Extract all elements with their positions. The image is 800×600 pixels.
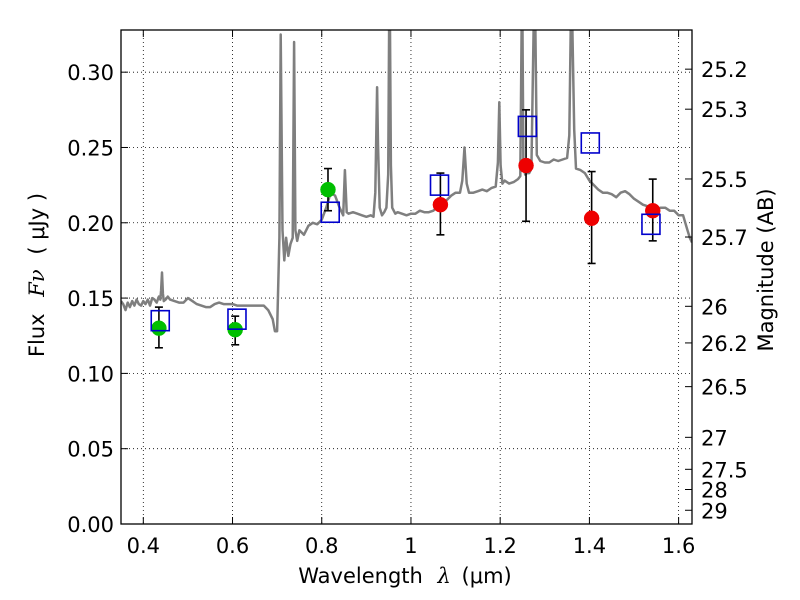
x-tick-label: 0.8 — [305, 534, 338, 558]
observed-point-red — [644, 202, 661, 219]
mag-tick-label: 27.5 — [701, 458, 748, 482]
plot-frame — [120, 29, 693, 525]
mag-tick-label: 25.5 — [701, 168, 748, 192]
x-tick-label: 1.2 — [483, 534, 516, 558]
tick-marks — [121, 30, 692, 525]
x-axis-title: Wavelength λ (μm) — [298, 564, 511, 588]
y-tick-label: 0.10 — [67, 362, 114, 386]
tick-labels: 0.4 0.6 0.8 1 1.2 1.4 1.6 0.00 0.05 0.10 0.15 0.20 0… — [67, 58, 748, 558]
x-axis-symbol: λ — [437, 564, 451, 588]
model-photometry-square — [227, 308, 247, 330]
y2-axis-title: Magnitude (AB) — [754, 188, 778, 351]
x-tick-label: 0.6 — [216, 534, 249, 558]
x-axis-unit: (μm) — [462, 564, 512, 588]
y-tick-label: 0.05 — [67, 438, 114, 462]
observed-point-red — [432, 196, 449, 213]
mag-tick-label: 25.7 — [701, 226, 748, 250]
observed-point-green — [320, 181, 336, 198]
mag-tick-label: 29 — [701, 499, 728, 523]
y-tick-label: 0.00 — [67, 513, 114, 537]
observed-point-red — [583, 210, 600, 227]
model-photometry-square — [517, 115, 538, 138]
y-axis-title: Flux Fν ( μJy ) — [25, 193, 49, 357]
model-photometry-square — [320, 201, 341, 224]
mag-tick-label: 26.5 — [701, 376, 748, 400]
mag-tick-label: 26.2 — [701, 332, 748, 356]
y-tick-label: 0.25 — [67, 136, 114, 160]
y-axis-symbol: Fν — [25, 269, 49, 298]
y-tick-label: 0.20 — [67, 212, 114, 236]
model-photometry-square — [150, 309, 171, 332]
mag-tick-label: 25.3 — [701, 98, 748, 122]
model-photometry-square — [429, 174, 450, 196]
observed-point-red — [518, 157, 534, 174]
model-spectrum-layer — [121, 30, 692, 333]
x-tick-label: 0.4 — [127, 534, 160, 558]
mag-tick-label: 26 — [701, 295, 728, 319]
model-photometry-square — [641, 213, 661, 236]
markers-layer — [150, 115, 661, 338]
y-tick-label: 0.30 — [67, 61, 114, 85]
x-tick-label: 1.4 — [573, 534, 606, 558]
x-tick-label: 1.6 — [662, 534, 695, 558]
y-tick-label: 0.15 — [67, 287, 114, 311]
model-spectrum-line — [121, 30, 692, 333]
model-photometry-square — [580, 132, 601, 154]
x-axis-label: Wavelength — [298, 564, 423, 588]
y-axis-unit: ( μJy ) — [25, 193, 49, 255]
mag-tick-label: 27 — [701, 426, 728, 450]
mag-tick-label: 25.2 — [701, 58, 748, 82]
grid-lines — [121, 30, 692, 525]
x-tick-label: 1 — [404, 534, 417, 558]
y-axis-label: Flux — [25, 313, 49, 357]
mag-tick-label: 28 — [701, 478, 728, 502]
observed-point-green — [151, 320, 167, 336]
